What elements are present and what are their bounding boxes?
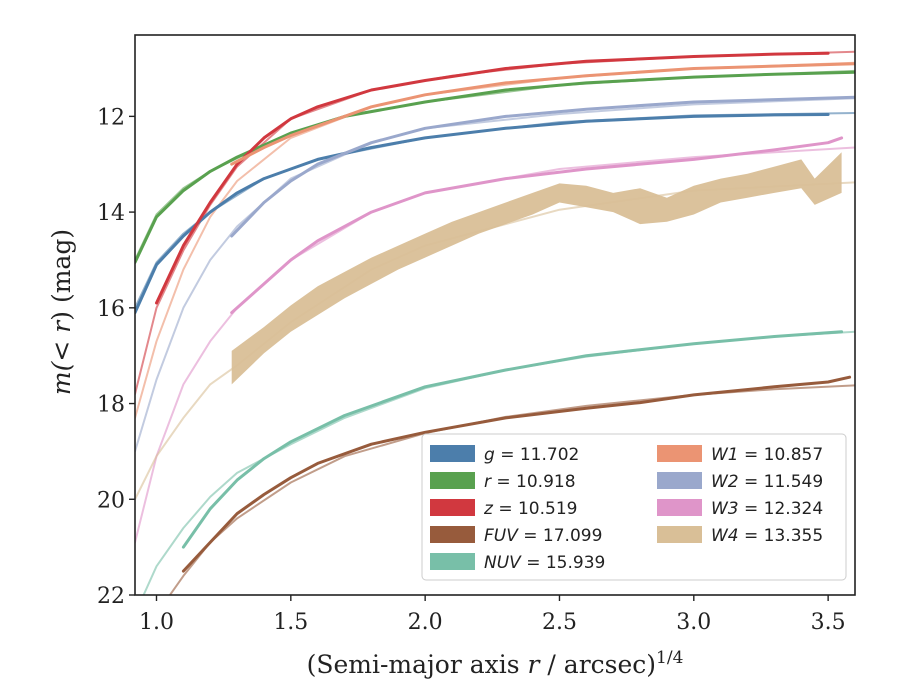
y-tick-label: 18 bbox=[97, 393, 125, 418]
legend-item-fuv: FUV = 17.099 bbox=[430, 526, 602, 546]
legend-item-nuv: NUV = 15.939 bbox=[430, 553, 605, 573]
x-axis: 1.0 1.5 2.0 2.5 3.0 3.5 bbox=[139, 595, 846, 635]
legend-swatch-g bbox=[430, 445, 475, 462]
y-axis-label-var: r bbox=[47, 319, 76, 333]
legend-label-w1: W1 = 10.857 bbox=[711, 445, 823, 465]
legend-label-g: g = 11.702 bbox=[484, 445, 579, 465]
legend-label-w2: W2 = 11.549 bbox=[711, 472, 823, 492]
legend-label-nuv: NUV = 15.939 bbox=[484, 553, 605, 573]
x-axis-label-var: r bbox=[528, 650, 542, 679]
legend-swatch-nuv bbox=[430, 553, 475, 570]
y-tick-label: 22 bbox=[97, 584, 125, 609]
x-axis-label: (Semi-major axis r / arcsec)1/4 bbox=[307, 648, 684, 679]
y-axis-label: m(< r) (mag) bbox=[47, 229, 76, 395]
legend-item-w4: W4 = 13.355 bbox=[657, 526, 823, 546]
legend-item-r: r = 10.918 bbox=[430, 472, 576, 492]
x-tick-label: 1.0 bbox=[139, 610, 174, 635]
legend: g = 11.702 r = 10.918 z = 10.519 FUV = 17.0… bbox=[421, 433, 847, 581]
legend-box bbox=[421, 433, 847, 581]
y-tick-label: 16 bbox=[97, 297, 125, 322]
legend-label-r: r = 10.918 bbox=[484, 472, 576, 492]
legend-label-z: z = 10.519 bbox=[483, 499, 577, 519]
series-w2-model-line bbox=[135, 97, 855, 453]
y-axis: 12 14 16 18 20 22 bbox=[97, 105, 135, 609]
series-w3-line bbox=[230, 136, 844, 315]
series-z-line bbox=[155, 51, 830, 305]
legend-swatch-w4 bbox=[657, 526, 702, 543]
legend-item-g: g = 11.702 bbox=[430, 445, 579, 465]
series-g-line bbox=[135, 113, 830, 315]
y-tick-label: 20 bbox=[97, 488, 125, 513]
legend-swatch-fuv bbox=[430, 526, 475, 543]
x-axis-label-exponent: 1/4 bbox=[656, 648, 683, 668]
legend-swatch-w1 bbox=[657, 445, 702, 462]
series-nuv-line bbox=[181, 330, 844, 549]
series-w1-line bbox=[230, 62, 855, 166]
series-fuv-line bbox=[181, 375, 852, 573]
plot-area bbox=[135, 50, 855, 595]
legend-item-z: z = 10.519 bbox=[430, 499, 577, 519]
legend-item-w2: W2 = 11.549 bbox=[657, 472, 823, 492]
x-tick-label: 2.5 bbox=[542, 610, 577, 635]
x-tick-label: 2.0 bbox=[408, 610, 443, 635]
legend-item-w1: W1 = 10.857 bbox=[657, 445, 823, 465]
plot-frame bbox=[134, 34, 856, 596]
legend-swatch-w2 bbox=[657, 472, 702, 489]
y-tick-label: 14 bbox=[97, 201, 125, 226]
legend-swatch-r bbox=[430, 472, 475, 489]
legend-label-fuv: FUV = 17.099 bbox=[484, 526, 602, 546]
x-tick-label: 1.5 bbox=[273, 610, 308, 635]
series-w2-line bbox=[230, 95, 855, 238]
x-tick-label: 3.5 bbox=[811, 610, 846, 635]
y-tick-label: 12 bbox=[97, 105, 125, 130]
legend-swatch-z bbox=[430, 499, 475, 516]
legend-item-w3: W3 = 12.324 bbox=[657, 499, 823, 519]
series-w4-band bbox=[231, 152, 842, 385]
legend-label-w3: W3 = 12.324 bbox=[711, 499, 823, 519]
legend-swatch-w3 bbox=[657, 499, 702, 516]
x-tick-label: 3.0 bbox=[676, 610, 711, 635]
legend-label-w4: W4 = 13.355 bbox=[711, 526, 823, 546]
